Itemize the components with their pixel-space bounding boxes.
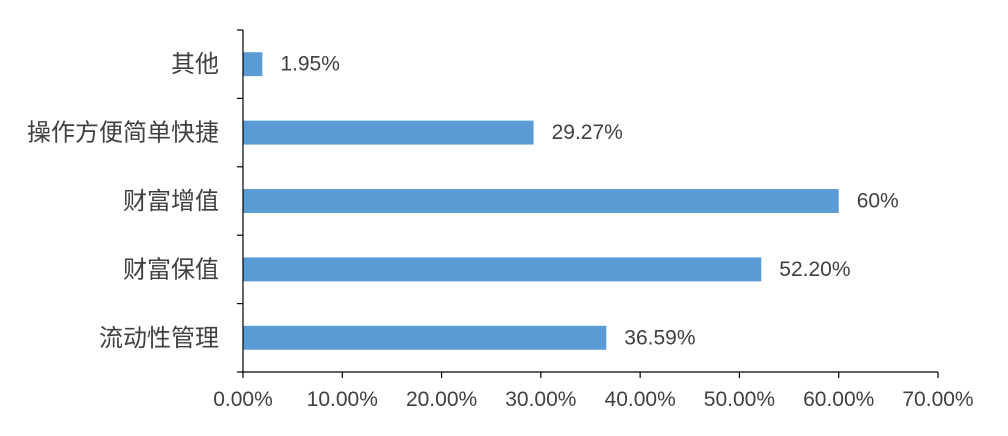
bars-group — [243, 52, 839, 350]
x-tick-labels-group: 0.00% 10.00% 20.00% 30.00% 40.00% 50.00% 60.00… — [213, 388, 973, 411]
data-labels-group: 1.95% 29.27% 60% 52.20% 36.59% — [280, 53, 898, 350]
bar — [243, 257, 762, 282]
category-label: 操作方便简单快捷 — [27, 119, 219, 147]
x-tick-label: 0.00% — [213, 388, 273, 411]
x-tick-label: 60.00% — [803, 388, 874, 411]
x-tick-label: 50.00% — [704, 388, 775, 411]
bar — [243, 325, 607, 350]
data-label: 36.59% — [624, 326, 695, 349]
data-label: 52.20% — [779, 258, 850, 281]
axes-group — [237, 29, 939, 378]
category-label: 财富保值 — [123, 255, 219, 283]
bar — [243, 120, 534, 145]
bar — [243, 189, 839, 213]
x-tick-label: 20.00% — [406, 388, 477, 411]
data-label: 1.95% — [280, 53, 340, 76]
category-label: 财富增值 — [123, 187, 219, 215]
data-label: 29.27% — [552, 121, 623, 144]
category-label: 流动性管理 — [99, 324, 219, 352]
data-label: 60% — [857, 190, 899, 213]
x-tick-label: 70.00% — [902, 388, 973, 411]
x-tick-label: 30.00% — [505, 388, 576, 411]
category-label: 其他 — [171, 50, 219, 78]
x-tick-label: 10.00% — [307, 388, 378, 411]
bar — [243, 52, 263, 77]
x-tick-label: 40.00% — [605, 388, 676, 411]
